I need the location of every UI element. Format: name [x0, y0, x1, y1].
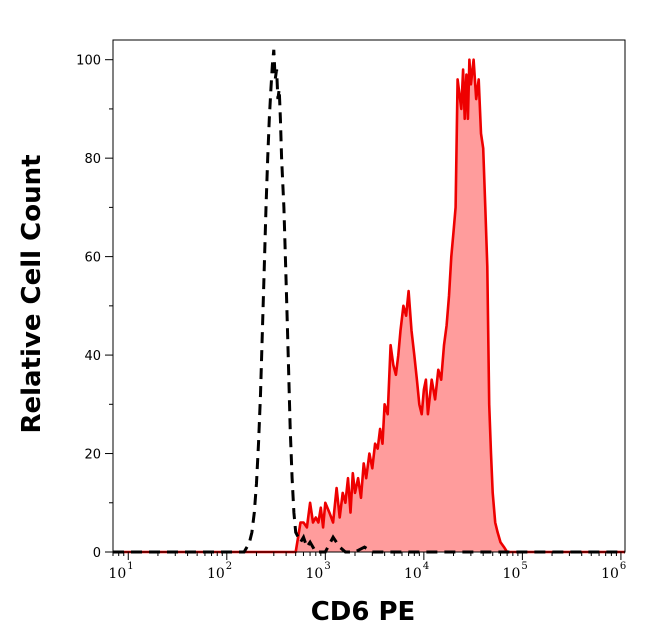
y-tick-label: 0 — [93, 546, 101, 561]
x-tick-exponent: 2 — [226, 561, 232, 572]
x-axis-title: CD6 PE — [311, 597, 416, 627]
x-tick-exponent: 3 — [324, 561, 330, 572]
y-tick-label: 80 — [84, 152, 101, 167]
series-red-fill-area — [113, 59, 625, 552]
x-tick-label: 10 — [108, 566, 126, 582]
y-tick-label: 40 — [84, 349, 101, 364]
plot-area — [113, 49, 625, 554]
x-tick-label: 10 — [207, 566, 225, 582]
y-axis-ticks: 0 20 40 60 80 100 — [76, 54, 113, 561]
y-tick-label: 20 — [84, 448, 101, 463]
x-tick-label: 10 — [601, 566, 619, 582]
x-tick-exponent: 4 — [423, 561, 429, 572]
x-tick-label: 10 — [305, 566, 323, 582]
x-axis-ticks: 10 1 10 2 10 3 10 4 10 5 10 6 — [108, 552, 626, 582]
x-tick-exponent: 5 — [521, 561, 527, 572]
x-tick-exponent: 1 — [127, 561, 133, 572]
x-tick-label: 10 — [404, 566, 422, 582]
y-axis-title: Relative Cell Count — [17, 154, 47, 433]
y-tick-label: 100 — [76, 54, 101, 69]
series-red-outline — [113, 58, 625, 554]
x-tick-exponent: 6 — [620, 561, 626, 572]
plot-frame — [112, 39, 626, 553]
x-tick-label: 10 — [503, 566, 521, 582]
y-tick-label: 60 — [84, 251, 101, 266]
